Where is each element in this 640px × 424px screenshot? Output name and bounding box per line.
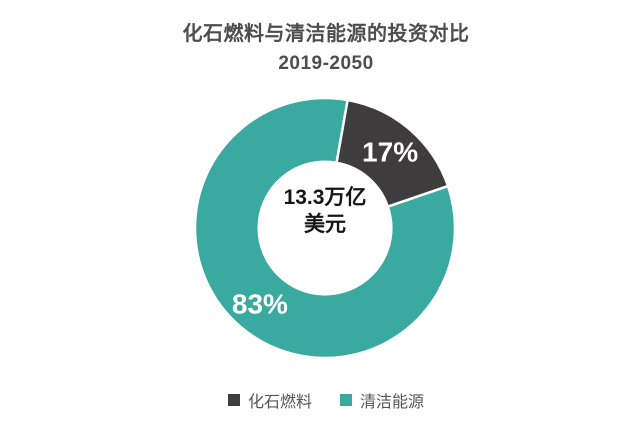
legend-item-clean: 清洁能源 xyxy=(340,388,424,412)
donut-center-value: 13.3万亿 xyxy=(283,186,367,209)
donut-svg: 17% 83% xyxy=(193,96,457,360)
donut-center-unit: 美元 xyxy=(304,213,346,236)
legend-swatch-clean xyxy=(340,394,352,406)
slice-value-label-1: 83% xyxy=(232,288,288,319)
legend-label-clean: 清洁能源 xyxy=(360,394,425,411)
legend: 化石燃料 清洁能源 xyxy=(0,388,640,412)
legend-item-fossil: 化石燃料 xyxy=(227,388,312,412)
donut-chart: 17% 83% 13.3万亿 美元 xyxy=(185,88,465,368)
legend-label-fossil: 化石燃料 xyxy=(247,394,312,411)
chart-subtitle: 2019-2050 xyxy=(278,53,374,74)
slice-value-label-0: 17% xyxy=(362,137,418,168)
donut-slice-1 xyxy=(193,96,457,360)
chart-title: 化石燃料与清洁能源的投资对比 xyxy=(182,23,470,45)
legend-swatch-fossil xyxy=(227,394,240,406)
donut-center-label: 13.3万亿 美元 xyxy=(225,184,425,238)
